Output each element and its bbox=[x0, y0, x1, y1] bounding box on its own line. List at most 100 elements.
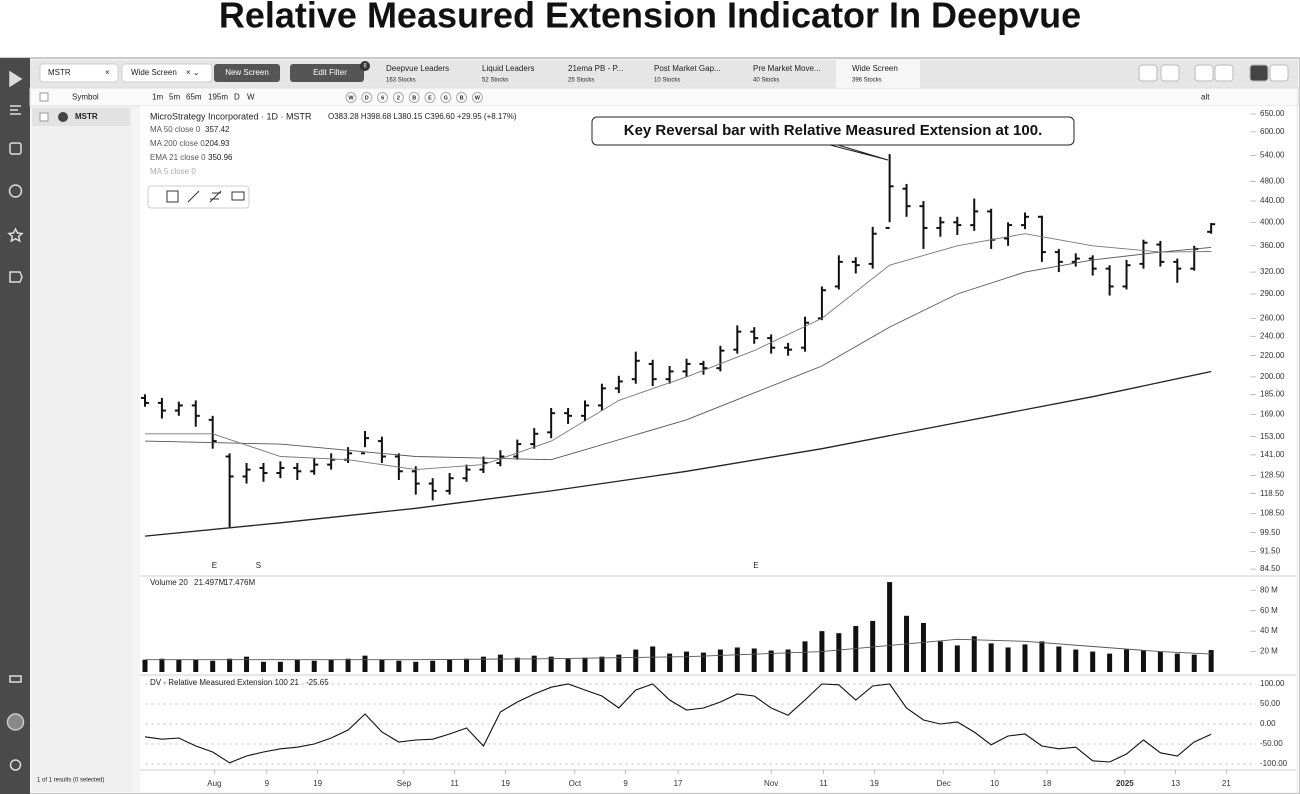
volume-bar bbox=[1022, 644, 1028, 672]
interval-button[interactable]: 1m bbox=[152, 93, 163, 102]
sidebar-icons bbox=[6, 70, 25, 771]
volume-bar bbox=[582, 657, 588, 672]
letter-button-bg[interactable] bbox=[345, 92, 357, 103]
letter-button-bg[interactable] bbox=[408, 92, 420, 103]
menu-icon[interactable] bbox=[10, 105, 21, 115]
screen-tab-name[interactable]: Post Market Gap... bbox=[654, 64, 721, 73]
volume-bar bbox=[802, 641, 808, 672]
letter-button-bg[interactable] bbox=[392, 92, 404, 103]
scan-icon[interactable] bbox=[8, 184, 23, 198]
interval-button[interactable]: D bbox=[234, 93, 240, 102]
x-tick-label: 10 bbox=[990, 779, 999, 788]
close-screen[interactable]: × ⌄ bbox=[186, 68, 200, 77]
y-tick-label: 480.00 bbox=[1260, 177, 1285, 186]
y-tick-label: 650.00 bbox=[1260, 109, 1285, 118]
volume-bar bbox=[1124, 649, 1130, 672]
share-icon[interactable] bbox=[1138, 64, 1158, 82]
volume-bar bbox=[717, 649, 723, 672]
y-tick-label: 99.50 bbox=[1260, 528, 1281, 537]
event-marker: E bbox=[212, 561, 217, 570]
avatar[interactable] bbox=[6, 713, 25, 731]
letter-button: G bbox=[444, 95, 448, 101]
volume-bar bbox=[768, 650, 774, 672]
letter-button-bg[interactable] bbox=[424, 92, 436, 103]
x-icon[interactable] bbox=[1160, 64, 1180, 82]
fib-tool[interactable] bbox=[209, 190, 222, 203]
x-tick-label: 18 bbox=[1043, 779, 1052, 788]
volume-bar bbox=[1107, 653, 1113, 672]
x-tick-label: 19 bbox=[313, 779, 322, 788]
indicator-line bbox=[144, 683, 1212, 764]
sidebar bbox=[0, 58, 30, 794]
screen-tab-active[interactable] bbox=[836, 60, 920, 88]
letter-button: 2 bbox=[397, 95, 400, 101]
y-tick-label: 540.00 bbox=[1260, 150, 1285, 159]
moving-average bbox=[144, 370, 1212, 537]
screens-icon[interactable] bbox=[9, 142, 22, 155]
letter-button-bg[interactable] bbox=[471, 92, 483, 103]
grid-icon[interactable] bbox=[1269, 64, 1289, 82]
x-tick-label: 13 bbox=[1171, 779, 1180, 788]
screen-tab-name[interactable]: Deepvue Leaders bbox=[386, 64, 449, 73]
volume-bar bbox=[311, 660, 317, 672]
alerts-icon[interactable] bbox=[9, 271, 23, 283]
help-icon[interactable] bbox=[9, 759, 22, 771]
letter-button: E bbox=[428, 95, 432, 101]
watch-symbol[interactable]: MSTR bbox=[75, 112, 98, 121]
line-tool[interactable] bbox=[187, 190, 200, 203]
y-tick-label: 153.00 bbox=[1260, 432, 1285, 441]
event-marker: S bbox=[256, 561, 261, 570]
x-tick-label: 19 bbox=[870, 779, 879, 788]
volume-bar bbox=[1056, 646, 1062, 672]
person-icon[interactable] bbox=[1214, 64, 1234, 82]
volume-bar bbox=[1039, 641, 1045, 672]
volume-bar bbox=[159, 658, 165, 672]
x-tick-label: 21 bbox=[1222, 779, 1231, 788]
volume-bar bbox=[1174, 653, 1180, 672]
screen-tab-name[interactable]: Liquid Leaders bbox=[482, 64, 534, 73]
volume-bar bbox=[514, 657, 520, 672]
x-tick-label: 19 bbox=[501, 779, 510, 788]
interval-button[interactable]: 5m bbox=[169, 93, 180, 102]
volume-bar bbox=[1208, 650, 1214, 672]
screen-tab-name[interactable]: Wide Screen bbox=[852, 64, 898, 73]
note-tool[interactable] bbox=[231, 191, 245, 201]
chart-icon[interactable] bbox=[1194, 64, 1214, 82]
logo[interactable] bbox=[9, 70, 23, 88]
letter-button-bg[interactable] bbox=[456, 92, 468, 103]
screen-select[interactable] bbox=[121, 63, 213, 83]
screen-tab-name[interactable]: 21ema PB - P... bbox=[568, 64, 623, 73]
new-screen-button[interactable] bbox=[214, 64, 280, 82]
volume-bar bbox=[616, 654, 622, 672]
watchlist-row[interactable] bbox=[32, 108, 130, 126]
letter-button-bg[interactable] bbox=[440, 92, 452, 103]
letter-button: B bbox=[412, 95, 416, 101]
interval-button[interactable]: 65m bbox=[186, 93, 202, 102]
list-icon[interactable] bbox=[1249, 64, 1269, 82]
search-box[interactable] bbox=[39, 63, 119, 83]
interval-button[interactable]: W bbox=[247, 93, 255, 102]
x-tick-label: 17 bbox=[674, 779, 683, 788]
letter-button-bg[interactable] bbox=[377, 92, 389, 103]
edit-filter-button[interactable] bbox=[290, 64, 364, 82]
interval-button[interactable]: 195m bbox=[208, 93, 228, 102]
watchlist-icon[interactable] bbox=[7, 227, 24, 243]
header-icons bbox=[1138, 64, 1289, 82]
volume-bar bbox=[531, 655, 537, 672]
volume-bar bbox=[565, 658, 571, 672]
volume-bar bbox=[785, 649, 791, 672]
volume-bar bbox=[1157, 651, 1163, 672]
search-clear[interactable]: × bbox=[105, 68, 110, 77]
y-tick-label: 169.00 bbox=[1260, 410, 1285, 419]
screen-tab-name[interactable]: Pre Market Move... bbox=[753, 64, 821, 73]
support-icon[interactable] bbox=[9, 675, 22, 683]
row-checkbox[interactable] bbox=[39, 112, 49, 122]
volume-bar bbox=[328, 659, 334, 672]
y-tick-label: 20 M bbox=[1260, 647, 1278, 656]
rect-tool[interactable] bbox=[166, 190, 179, 203]
letter-button-bg[interactable] bbox=[361, 92, 373, 103]
y-tick-label: -100.00 bbox=[1260, 759, 1288, 768]
volume-bar bbox=[836, 633, 842, 672]
select-all[interactable] bbox=[39, 92, 49, 102]
x-tick-label: Sep bbox=[397, 779, 412, 788]
